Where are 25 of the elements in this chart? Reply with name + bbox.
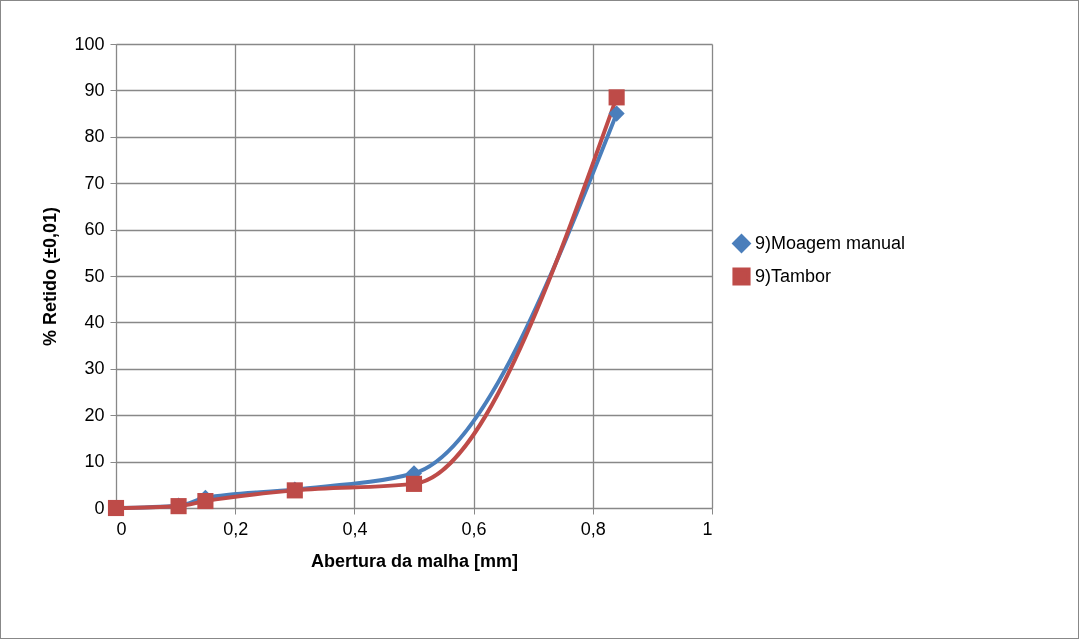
legend-label: 9)Tambor (755, 265, 832, 286)
x-tick-label: 0,6 (461, 518, 487, 539)
x-tick-label: 0 (116, 518, 127, 539)
y-tick-label: 90 (84, 79, 105, 100)
y-tick-label: 60 (84, 219, 105, 240)
point (197, 492, 214, 510)
y-axis-title: % Retido (±0,01) (40, 207, 61, 346)
point (608, 89, 625, 106)
x-tick-label: 0,2 (223, 518, 249, 539)
x-tick-label: 0,8 (580, 518, 606, 539)
y-tick-label: 0 (94, 497, 105, 518)
y-tick-label: 10 (84, 451, 105, 472)
legend-label: 9)Moagem manual (755, 232, 906, 253)
x-tick-label: 1 (702, 518, 713, 539)
y-tick-label: 100 (74, 33, 105, 54)
x-axis-title: Abertura da malha [mm] (310, 550, 519, 571)
point (405, 475, 423, 492)
point (608, 105, 625, 122)
y-tick-label: 50 (84, 265, 105, 286)
y-tick-label: 70 (84, 172, 105, 193)
x-tick-label: 0,4 (342, 518, 368, 539)
y-tick-label: 40 (84, 311, 105, 332)
y-tick-label: 30 (84, 358, 105, 379)
y-tick-label: 80 (84, 126, 105, 147)
y-tick-label: 20 (84, 404, 105, 425)
